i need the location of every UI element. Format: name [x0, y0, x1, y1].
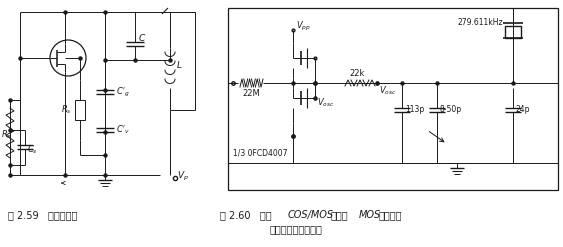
- Text: 图 2.60   使用: 图 2.60 使用: [220, 210, 271, 220]
- Text: $R_e$: $R_e$: [1, 129, 12, 141]
- Bar: [75, 100, 85, 120]
- Text: ）倒相器: ）倒相器: [379, 210, 403, 220]
- Text: MOS: MOS: [359, 210, 381, 220]
- Text: COS/MOS: COS/MOS: [288, 210, 334, 220]
- Text: 图 2.59   谐波振荡器: 图 2.59 谐波振荡器: [8, 210, 77, 220]
- Bar: [505, 26, 521, 38]
- Text: $C'_g$: $C'_g$: [116, 85, 130, 99]
- Text: $V_{osc}$: $V_{osc}$: [317, 97, 334, 109]
- Text: $V_{osc}$: $V_{osc}$: [379, 85, 396, 97]
- Text: 24p: 24p: [516, 105, 530, 115]
- Text: 113p: 113p: [405, 105, 425, 115]
- Text: 22M: 22M: [242, 88, 260, 98]
- Text: 1/3 0FCD4007: 1/3 0FCD4007: [233, 148, 288, 158]
- Text: $L$: $L$: [176, 60, 182, 70]
- Text: $V_p$: $V_p$: [177, 169, 189, 183]
- Text: $C'_v$: $C'_v$: [116, 124, 130, 136]
- Text: 8-50p: 8-50p: [440, 105, 462, 115]
- Text: $V_{pp}$: $V_{pp}$: [296, 20, 311, 33]
- Text: $C$: $C$: [138, 33, 146, 43]
- Text: 的微功耗晶体振荡器: 的微功耗晶体振荡器: [270, 224, 323, 234]
- Text: $C_s$: $C_s$: [27, 144, 38, 156]
- Text: $R_s$: $R_s$: [61, 104, 72, 116]
- Text: 22k: 22k: [349, 69, 364, 79]
- Text: 279.611kHz: 279.611kHz: [458, 19, 504, 27]
- Text: （互补: （互补: [331, 210, 348, 220]
- Bar: [228, 8, 558, 190]
